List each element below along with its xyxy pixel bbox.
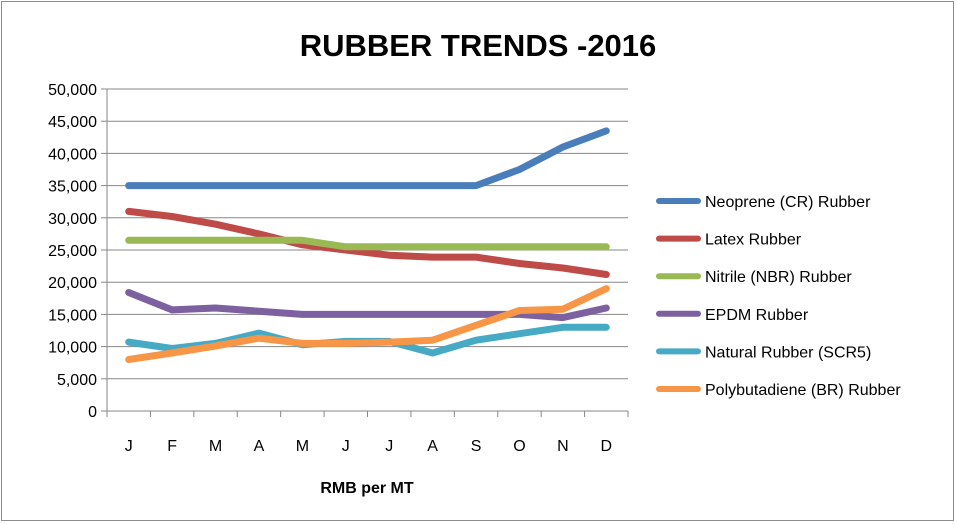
x-tick-label: J (125, 438, 133, 455)
x-tick-label: A (427, 438, 438, 455)
x-tick-label: N (557, 438, 569, 455)
chart-title: RUBBER TRENDS -2016 (300, 28, 657, 63)
series-line-2 (125, 207, 610, 278)
x-tick-label: J (385, 438, 393, 455)
y-tick-label: 0 (88, 404, 97, 421)
x-axis-label: RMB per MT (320, 480, 414, 497)
x-tick-label: F (167, 438, 177, 455)
y-axis-ticks: 0 5,000 10,000 15,000 20,000 25,000 30,000 35,0… (48, 82, 107, 421)
legend-label: Nitrile (NBR) Rubber (705, 269, 852, 286)
y-tick-label: 25,000 (48, 243, 97, 260)
y-tick-label: 10,000 (48, 340, 97, 357)
legend-label: Natural Rubber (SCR5) (705, 344, 871, 361)
x-tick-label: M (209, 438, 222, 455)
legend: Neoprene (CR) Rubber Latex Rubber Nitrile … (656, 194, 901, 399)
series-line-3 (125, 236, 610, 251)
series-line-1 (125, 127, 610, 190)
y-tick-label: 40,000 (48, 146, 97, 163)
y-tick-label: 35,000 (48, 179, 97, 196)
legend-label: Polybutadiene (BR) Rubber (705, 382, 901, 399)
y-tick-label: 50,000 (48, 82, 97, 99)
x-tick-label: J (342, 438, 350, 455)
x-tick-label: O (513, 438, 525, 455)
legend-label: Latex Rubber (705, 232, 802, 249)
y-tick-label: 15,000 (48, 307, 97, 324)
x-tick-label: D (601, 438, 613, 455)
series-lines (125, 127, 610, 363)
legend-label: Neoprene (CR) Rubber (705, 194, 871, 211)
series-line-6 (125, 285, 610, 363)
legend-label: EPDM Rubber (705, 307, 809, 324)
y-tick-label: 30,000 (48, 211, 97, 228)
y-tick-label: 45,000 (48, 114, 97, 131)
x-tick-label: S (471, 438, 482, 455)
y-tick-label: 5,000 (57, 372, 97, 389)
y-tick-label: 20,000 (48, 275, 97, 292)
series-line-4 (125, 289, 610, 322)
grid-lines (107, 88, 628, 380)
x-tick-label: A (254, 438, 265, 455)
x-tick-label: M (296, 438, 309, 455)
